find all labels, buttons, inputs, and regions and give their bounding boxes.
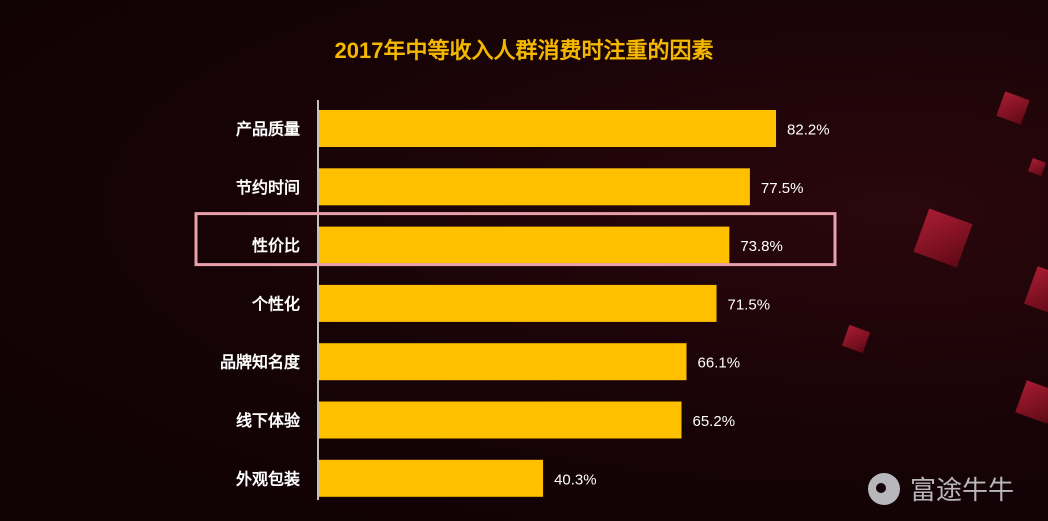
category-label: 线下体验	[236, 411, 301, 430]
category-label: 性价比	[252, 236, 300, 255]
watermark-text: 富途牛牛	[910, 475, 1015, 505]
value-label: 65.2%	[693, 413, 736, 430]
futu-logo-icon	[868, 472, 900, 505]
value-label: 82.2%	[787, 122, 830, 139]
category-label: 产品质量	[236, 120, 300, 139]
bar	[319, 401, 682, 439]
category-label: 个性化	[251, 294, 300, 313]
watermark: 富途牛牛	[868, 470, 1014, 507]
bar	[319, 343, 687, 381]
chart-title: 2017年中等收入人群消费时注重的因素	[334, 38, 714, 63]
value-label: 40.3%	[554, 471, 597, 488]
category-label: 外观包装	[235, 469, 300, 488]
bar	[319, 459, 544, 497]
bar	[319, 168, 750, 206]
highlight-box	[194, 212, 837, 267]
bar	[319, 284, 717, 322]
value-label: 73.8%	[740, 238, 783, 255]
bar	[319, 110, 777, 147]
value-label: 77.5%	[761, 180, 804, 197]
bar	[319, 226, 730, 264]
value-label: 71.5%	[728, 296, 771, 313]
category-label: 品牌知名度	[220, 353, 301, 372]
category-label: 节约时间	[236, 178, 300, 197]
value-label: 66.1%	[698, 355, 741, 372]
